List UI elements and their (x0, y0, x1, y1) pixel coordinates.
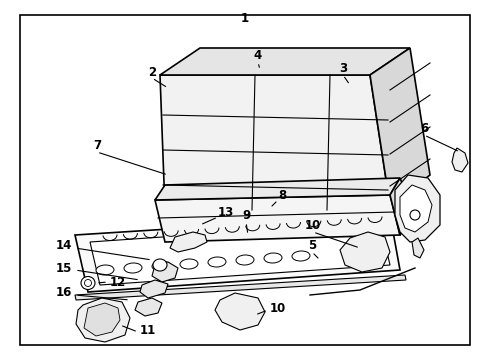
Text: 4: 4 (254, 49, 262, 62)
Text: 8: 8 (278, 189, 286, 202)
Polygon shape (140, 280, 168, 298)
Polygon shape (160, 48, 410, 75)
Polygon shape (400, 185, 432, 232)
Polygon shape (340, 232, 390, 272)
Polygon shape (155, 195, 400, 242)
Text: 11: 11 (140, 324, 156, 337)
Ellipse shape (96, 265, 114, 275)
Polygon shape (170, 232, 207, 252)
Polygon shape (160, 75, 390, 210)
Text: 2: 2 (148, 66, 156, 78)
Polygon shape (84, 303, 120, 336)
Ellipse shape (292, 251, 310, 261)
Polygon shape (90, 222, 390, 285)
Ellipse shape (81, 276, 95, 289)
Polygon shape (155, 178, 400, 200)
Text: 9: 9 (242, 208, 250, 221)
Polygon shape (75, 215, 400, 292)
Ellipse shape (208, 257, 226, 267)
Polygon shape (370, 48, 430, 205)
Polygon shape (452, 148, 468, 172)
Polygon shape (215, 293, 265, 330)
Polygon shape (412, 238, 424, 258)
Ellipse shape (153, 259, 167, 271)
Text: 6: 6 (420, 122, 428, 135)
Ellipse shape (264, 253, 282, 263)
Ellipse shape (84, 279, 92, 287)
Text: 10: 10 (270, 302, 286, 315)
Ellipse shape (152, 261, 170, 271)
Polygon shape (395, 175, 440, 242)
Text: 3: 3 (339, 62, 347, 75)
Text: 14: 14 (56, 239, 72, 252)
Text: 10: 10 (305, 219, 321, 231)
Ellipse shape (124, 263, 142, 273)
Polygon shape (75, 275, 406, 300)
Text: 16: 16 (56, 285, 72, 298)
Ellipse shape (410, 210, 420, 220)
Text: 15: 15 (56, 261, 72, 274)
Polygon shape (76, 298, 130, 342)
Text: 7: 7 (93, 139, 101, 152)
Text: 5: 5 (308, 239, 316, 252)
Text: 12: 12 (110, 275, 126, 288)
Text: 13: 13 (218, 206, 234, 219)
Polygon shape (135, 298, 162, 316)
Polygon shape (390, 178, 415, 235)
Ellipse shape (236, 255, 254, 265)
Ellipse shape (180, 259, 198, 269)
Text: 1: 1 (241, 12, 249, 24)
Polygon shape (152, 262, 178, 282)
